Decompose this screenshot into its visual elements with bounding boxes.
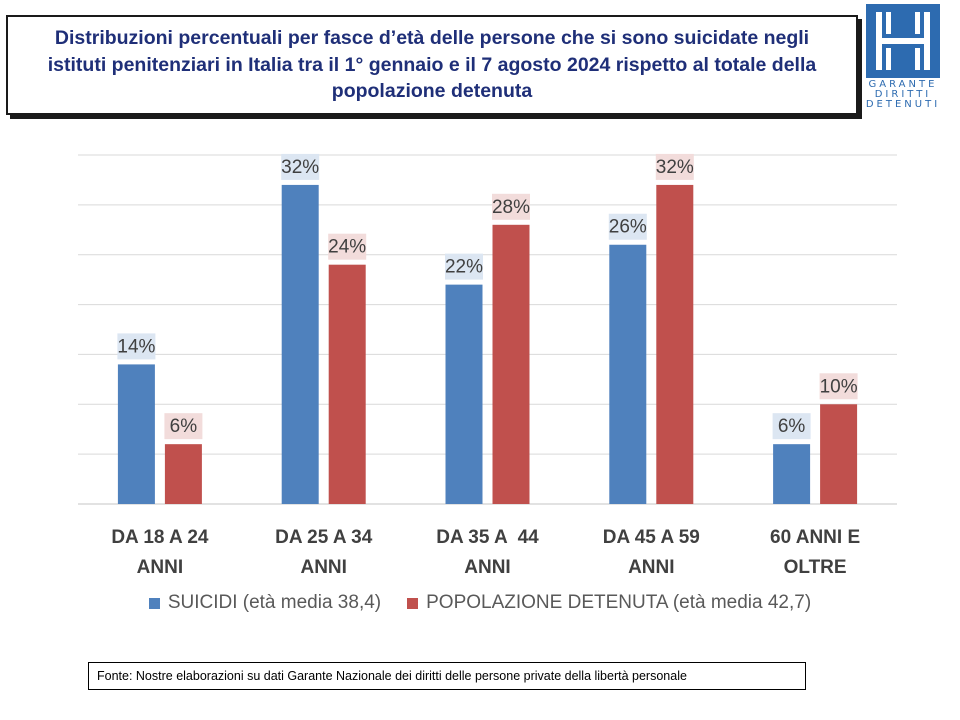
- category-label: 60 ANNI E: [770, 527, 860, 548]
- category-label: ANNI: [137, 557, 183, 578]
- legend-label-suicidi: SUICIDI (età media 38,4): [167, 592, 382, 613]
- data-label-bg: [655, 153, 694, 180]
- data-label-bg: [281, 153, 320, 180]
- chart-title: Distribuzioni percentuali per fasce d’et…: [47, 26, 817, 103]
- category-label: DA 35 A 44: [436, 527, 539, 548]
- bar-suicidi: [281, 184, 319, 504]
- data-label-bg: [445, 253, 483, 280]
- logo-line: DIRITTI: [874, 89, 932, 100]
- category-label: OLTRE: [784, 557, 847, 578]
- legend-swatch-suicidi: [148, 597, 160, 609]
- data-label-bg: [164, 413, 203, 440]
- data-label: 26%: [609, 217, 647, 238]
- data-label-bg: [819, 373, 858, 400]
- data-label: 28%: [492, 197, 530, 218]
- data-label: 32%: [281, 157, 319, 178]
- logo-line: GARANTE: [868, 79, 938, 90]
- data-label: 6%: [170, 416, 198, 437]
- category-label: ANNI: [464, 557, 510, 578]
- category-label: DA 45 A 59: [603, 527, 700, 548]
- data-label: 32%: [656, 157, 694, 178]
- bar-suicidi: [609, 244, 647, 504]
- legend-entry-popolazione: POPOLAZIONE DETENUTA (età media 42,7): [407, 592, 811, 614]
- bar-suicidi: [117, 364, 155, 504]
- data-label-bg: [608, 213, 647, 240]
- category-label: ANNI: [300, 557, 346, 578]
- category-label: ANNI: [628, 557, 674, 578]
- data-label-bg: [328, 233, 367, 260]
- logo-line: DETENUTI: [865, 99, 941, 110]
- data-label: 6%: [778, 416, 806, 437]
- data-label: 24%: [328, 237, 366, 258]
- data-label-bg: [492, 193, 530, 220]
- data-label-bg: [117, 333, 156, 360]
- bar-suicidi: [445, 284, 483, 504]
- logo-text: GARANTE DIRITTI DETENUTI: [862, 80, 944, 110]
- legend-swatch-popolazione: [407, 597, 419, 609]
- chart-legend: SUICIDI (età media 38,4) POPOLAZIONE DET…: [0, 592, 960, 614]
- bar-popolazione: [492, 224, 530, 505]
- category-label: DA 18 A 24: [111, 527, 209, 548]
- bar-popolazione: [820, 404, 858, 504]
- data-label: 10%: [820, 376, 858, 397]
- title-box: Distribuzioni percentuali per fasce d’et…: [6, 15, 858, 115]
- category-label: DA 25 A 34: [275, 527, 373, 548]
- bar-popolazione: [164, 444, 202, 504]
- source-note: Fonte: Nostre elaborazioni su dati Garan…: [88, 662, 806, 690]
- data-label: 22%: [445, 257, 483, 278]
- bar-popolazione: [328, 264, 366, 504]
- garante-logo: [866, 4, 940, 78]
- data-label-bg: [772, 413, 811, 440]
- data-label: 14%: [117, 336, 155, 357]
- legend-entry-suicidi: SUICIDI (età media 38,4): [148, 592, 382, 614]
- legend-label-popolazione: POPOLAZIONE DETENUTA (età media 42,7): [426, 592, 812, 613]
- bar-popolazione: [656, 184, 694, 504]
- bar-suicidi: [773, 444, 811, 504]
